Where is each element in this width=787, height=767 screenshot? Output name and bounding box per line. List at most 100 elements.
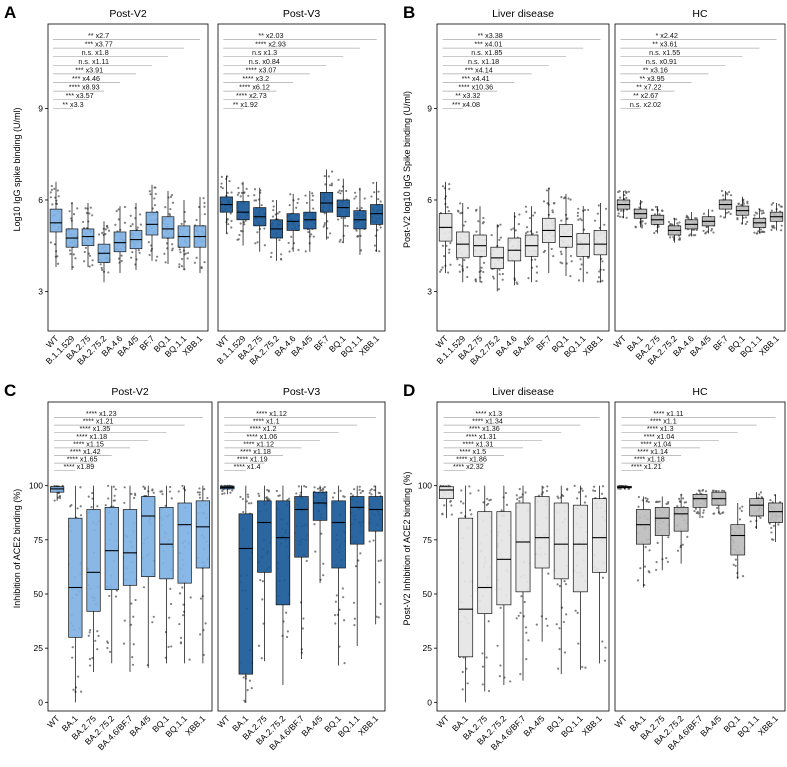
data-point [56, 496, 60, 499]
data-point [198, 493, 201, 496]
annotation-label: **** x1.23 [86, 409, 117, 418]
data-point [340, 189, 343, 193]
data-point [499, 236, 502, 239]
data-point [579, 258, 582, 261]
data-point [761, 496, 764, 499]
data-point [55, 199, 58, 202]
box-body [122, 509, 138, 586]
annotation-label: * x2.42 [656, 31, 678, 40]
data-point [368, 540, 371, 543]
data-point [338, 240, 341, 243]
data-point [104, 233, 107, 236]
data-point [88, 265, 91, 268]
data-point [164, 261, 167, 264]
data-point [509, 680, 512, 683]
data-point [236, 193, 239, 197]
data-point [581, 489, 584, 492]
data-point [560, 195, 563, 199]
data-point [129, 214, 132, 217]
data-point [481, 683, 484, 686]
data-point [72, 253, 75, 256]
data-point [311, 192, 314, 195]
data-point [344, 224, 347, 227]
data-point [343, 662, 346, 665]
data-point [353, 617, 356, 620]
data-point [644, 546, 647, 549]
annotation-label: n.s. x1.8 [82, 48, 109, 57]
data-point [134, 598, 137, 602]
data-point [448, 183, 451, 186]
data-point [83, 260, 86, 263]
data-point [106, 646, 109, 650]
data-point [341, 587, 344, 590]
data-point [447, 484, 450, 487]
data-point [257, 644, 261, 647]
data-point [203, 213, 206, 216]
data-point [597, 204, 600, 207]
data-point [129, 623, 133, 626]
data-point [202, 197, 205, 200]
subpanel-2: HC**** x1.11**** x1.1**** x1.3**** x1.04… [612, 386, 786, 752]
data-point [482, 216, 485, 220]
data-point [466, 206, 470, 210]
data-point [358, 488, 361, 491]
data-point [189, 596, 192, 599]
data-point [583, 208, 587, 212]
y-axis-label: Post-V2 log10 IgG Spike binding (U/ml) [402, 91, 412, 248]
data-point [139, 213, 142, 216]
data-point [487, 502, 490, 505]
data-point [72, 212, 76, 216]
annotation-label: **** x10.36 [458, 83, 493, 92]
data-point [535, 623, 538, 626]
data-point [275, 489, 278, 493]
data-point [79, 514, 83, 517]
data-point [180, 257, 184, 261]
box-WT: WT [44, 181, 63, 350]
data-point [229, 491, 232, 494]
data-point [772, 524, 775, 527]
data-point [337, 178, 340, 181]
data-point [323, 486, 326, 489]
box-body [141, 496, 156, 578]
data-point [302, 617, 305, 620]
box-body [68, 517, 83, 638]
data-point [477, 489, 480, 492]
panel-frame [217, 23, 386, 332]
data-point [373, 191, 376, 194]
data-point [514, 229, 517, 232]
data-point [379, 602, 382, 605]
box-body [370, 204, 384, 225]
data-point [356, 207, 359, 210]
data-point [729, 212, 732, 216]
data-point [71, 656, 74, 659]
data-point [107, 497, 110, 500]
data-point [105, 225, 109, 228]
data-point [770, 209, 773, 212]
annotation-label: **** x3.2 [242, 74, 269, 83]
data-point [107, 271, 110, 274]
data-point [770, 531, 773, 534]
data-point [780, 224, 783, 227]
annotation-label: ** x3.61 [652, 40, 677, 49]
data-point [178, 592, 182, 595]
data-point [254, 242, 257, 245]
data-point [277, 494, 280, 498]
data-point [132, 643, 135, 646]
data-point [220, 182, 223, 185]
data-point [122, 642, 126, 645]
data-point [464, 220, 467, 223]
data-point [153, 204, 157, 207]
data-point [307, 230, 310, 234]
data-point [305, 559, 308, 563]
data-point [694, 216, 697, 220]
data-point [510, 228, 513, 231]
data-point [113, 494, 116, 497]
data-point [180, 265, 183, 268]
data-point [558, 584, 562, 588]
data-point [516, 498, 519, 501]
data-point [722, 511, 725, 514]
data-point [593, 485, 596, 488]
data-point [88, 212, 91, 215]
subpanel-2: HC* x2.42** x3.61n.s. x1.55n.s. x0.91** … [611, 8, 786, 367]
